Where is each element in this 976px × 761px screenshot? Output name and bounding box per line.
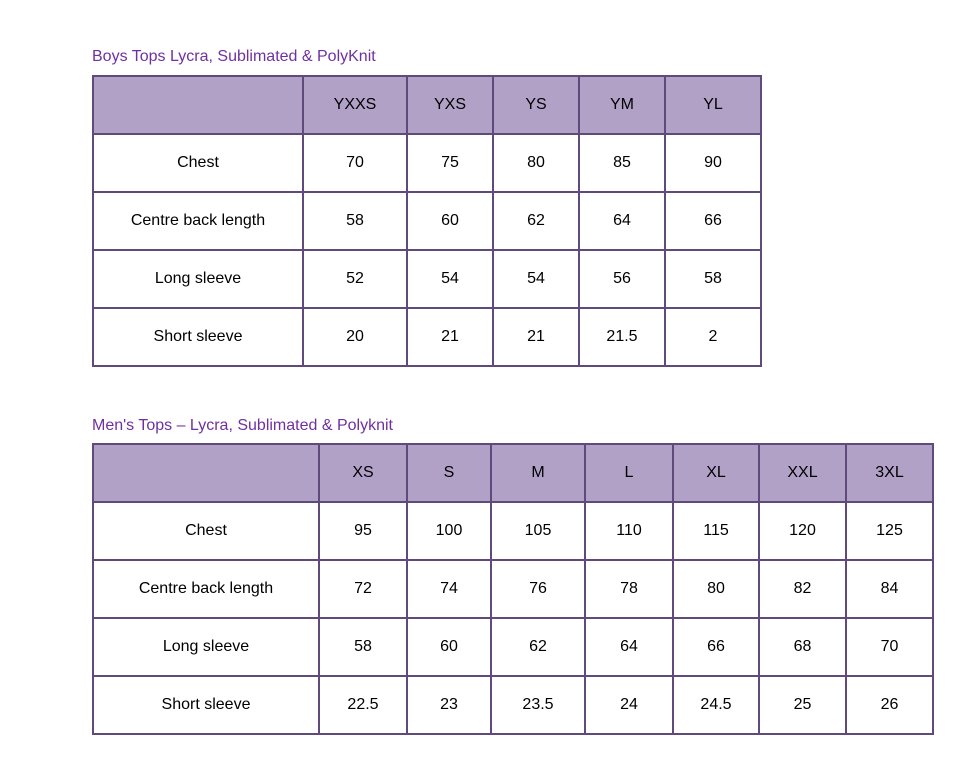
mens-column-header-3xl: 3XL — [845, 443, 934, 503]
size-value: 80 — [492, 133, 580, 193]
row-label: Centre back length — [92, 191, 304, 251]
size-value: 74 — [406, 559, 492, 619]
size-value: 58 — [302, 191, 408, 251]
size-value: 115 — [672, 501, 760, 561]
mens-column-header-m: M — [490, 443, 586, 503]
size-value: 24.5 — [672, 675, 760, 735]
size-value: 64 — [578, 191, 666, 251]
row-label: Centre back length — [92, 559, 320, 619]
size-value: 120 — [758, 501, 847, 561]
size-value: 78 — [584, 559, 674, 619]
table-row: Long sleeve 52 54 54 56 58 — [92, 249, 762, 309]
size-value: 54 — [492, 249, 580, 309]
size-value: 76 — [490, 559, 586, 619]
size-value: 20 — [302, 307, 408, 367]
size-value: 90 — [664, 133, 762, 193]
boys-table-title: Boys Tops Lycra, Sublimated & PolyKnit — [92, 48, 376, 65]
table-row: Chest 95 100 105 110 115 120 125 — [92, 501, 934, 561]
table-row: Long sleeve 58 60 62 64 66 68 70 — [92, 617, 934, 677]
boys-header-row: YXXS YXS YS YM YL — [92, 75, 762, 135]
size-value: 80 — [672, 559, 760, 619]
mens-column-header-xxl: XXL — [758, 443, 847, 503]
boys-column-header-ys: YS — [492, 75, 580, 135]
size-value: 75 — [406, 133, 494, 193]
mens-header-row: XS S M L XL XXL 3XL — [92, 443, 934, 503]
size-value: 105 — [490, 501, 586, 561]
row-label: Chest — [92, 133, 304, 193]
size-value: 72 — [318, 559, 408, 619]
size-value: 95 — [318, 501, 408, 561]
size-value: 23.5 — [490, 675, 586, 735]
size-value: 110 — [584, 501, 674, 561]
size-value: 58 — [318, 617, 408, 677]
size-value: 70 — [845, 617, 934, 677]
size-value: 62 — [490, 617, 586, 677]
size-value: 68 — [758, 617, 847, 677]
size-value: 62 — [492, 191, 580, 251]
boys-size-table: YXXS YXS YS YM YL Chest 70 75 80 85 90 C… — [92, 75, 762, 367]
boys-column-header-ym: YM — [578, 75, 666, 135]
mens-column-header-l: L — [584, 443, 674, 503]
boys-corner-cell — [92, 75, 304, 135]
size-value: 21 — [406, 307, 494, 367]
mens-column-header-xs: XS — [318, 443, 408, 503]
size-value: 21 — [492, 307, 580, 367]
size-value: 64 — [584, 617, 674, 677]
size-value: 56 — [578, 249, 666, 309]
table-row: Chest 70 75 80 85 90 — [92, 133, 762, 193]
mens-size-table: XS S M L XL XXL 3XL Chest 95 100 105 110… — [92, 443, 934, 735]
size-value: 60 — [406, 617, 492, 677]
row-label: Long sleeve — [92, 617, 320, 677]
boys-column-header-yxxs: YXXS — [302, 75, 408, 135]
mens-corner-cell — [92, 443, 320, 503]
size-value: 66 — [664, 191, 762, 251]
size-value: 24 — [584, 675, 674, 735]
size-value: 85 — [578, 133, 666, 193]
size-value: 54 — [406, 249, 494, 309]
size-value: 25 — [758, 675, 847, 735]
table-row: Short sleeve 20 21 21 21.5 2 — [92, 307, 762, 367]
size-value: 60 — [406, 191, 494, 251]
mens-table-title: Men's Tops – Lycra, Sublimated & Polykni… — [92, 417, 393, 434]
table-row: Short sleeve 22.5 23 23.5 24 24.5 25 26 — [92, 675, 934, 735]
boys-column-header-yl: YL — [664, 75, 762, 135]
size-value: 125 — [845, 501, 934, 561]
size-value: 22.5 — [318, 675, 408, 735]
size-value: 26 — [845, 675, 934, 735]
size-value: 100 — [406, 501, 492, 561]
size-value: 84 — [845, 559, 934, 619]
row-label: Short sleeve — [92, 675, 320, 735]
mens-column-header-s: S — [406, 443, 492, 503]
table-row: Centre back length 58 60 62 64 66 — [92, 191, 762, 251]
mens-column-header-xl: XL — [672, 443, 760, 503]
boys-column-header-yxs: YXS — [406, 75, 494, 135]
size-value: 58 — [664, 249, 762, 309]
size-value: 21.5 — [578, 307, 666, 367]
size-value: 52 — [302, 249, 408, 309]
size-value: 2 — [664, 307, 762, 367]
row-label: Chest — [92, 501, 320, 561]
row-label: Long sleeve — [92, 249, 304, 309]
row-label: Short sleeve — [92, 307, 304, 367]
table-row: Centre back length 72 74 76 78 80 82 84 — [92, 559, 934, 619]
size-value: 23 — [406, 675, 492, 735]
size-value: 66 — [672, 617, 760, 677]
size-value: 82 — [758, 559, 847, 619]
size-value: 70 — [302, 133, 408, 193]
